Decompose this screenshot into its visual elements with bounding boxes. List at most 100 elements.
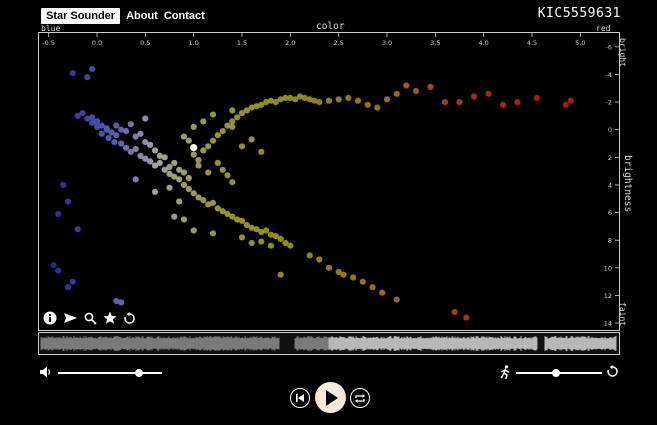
reset-icon[interactable]: [123, 311, 136, 325]
star-point: [427, 83, 434, 90]
star-point: [89, 114, 96, 121]
zoom-icon[interactable]: [84, 312, 97, 325]
volume-icon[interactable]: [40, 366, 52, 378]
star-point: [393, 90, 400, 97]
star-point: [282, 239, 289, 247]
loop-button[interactable]: [350, 388, 370, 408]
star-point: [364, 101, 371, 108]
star-point: [69, 70, 76, 77]
info-icon[interactable]: [43, 311, 57, 325]
speed-slider-knob[interactable]: [552, 369, 561, 377]
brand-link[interactable]: Star Sounder: [41, 8, 121, 24]
speed-reset-icon[interactable]: [606, 365, 619, 378]
star-point: [263, 99, 270, 106]
x-tick-label: 4.5: [527, 39, 537, 47]
star-point: [325, 264, 333, 271]
star-point: [567, 97, 574, 104]
star-point: [195, 162, 202, 169]
star-point: [190, 227, 197, 234]
star-point: [151, 188, 159, 195]
star-point: [171, 213, 178, 220]
star-point: [258, 101, 265, 108]
star-point: [258, 228, 265, 235]
data-points: [50, 65, 574, 321]
star-point: [253, 226, 260, 233]
star-point: [441, 99, 449, 106]
star-point: [214, 205, 221, 212]
star-point: [234, 114, 241, 121]
star-point: [93, 118, 101, 125]
previous-button[interactable]: [290, 388, 310, 408]
x-tick-label: 4.0: [478, 39, 488, 47]
scatter-chart[interactable]: -0.5 0.0 0.5 1.0 1.5 2.0 2.5 3.0 3.5 4.0 4.5 5.0 -6…: [39, 33, 619, 330]
star-point: [306, 96, 313, 103]
star-point: [113, 297, 120, 305]
star-point: [127, 121, 134, 128]
star-point: [93, 123, 101, 130]
star-point: [55, 210, 62, 218]
star-point: [403, 82, 410, 89]
y-axis-title: brightness: [622, 155, 633, 213]
x-tick-label: 3.5: [430, 39, 440, 47]
star-point: [190, 190, 197, 197]
star-point: [229, 213, 236, 220]
hr-diagram-plot[interactable]: -0.5 0.0 0.5 1.0 1.5 2.0 2.5 3.0 3.5 4.0 4.5 5.0 -6…: [38, 32, 620, 331]
star-point: [470, 93, 478, 100]
star-point: [287, 94, 294, 101]
y-tick-label: -4: [606, 71, 612, 79]
play-icon: [325, 389, 338, 406]
star-point: [456, 99, 463, 106]
star-point: [113, 122, 120, 129]
star-point: [369, 284, 376, 291]
star-point: [156, 152, 163, 159]
play-button[interactable]: [315, 382, 346, 413]
star-point: [238, 143, 246, 150]
y-tick-group: -6 -4 -2 0 2 4 6 8 10 12 14: [604, 43, 619, 328]
star-point: [258, 148, 265, 155]
star-point: [161, 166, 168, 173]
star-point: [84, 115, 91, 122]
star-point: [325, 97, 333, 104]
star-point: [374, 104, 381, 111]
star-icon[interactable]: [103, 311, 117, 325]
contact-link[interactable]: Contact: [163, 10, 205, 22]
star-point: [229, 123, 236, 130]
x-tick-label: 0.5: [140, 39, 150, 47]
star-point: [151, 147, 159, 154]
send-icon[interactable]: [63, 311, 78, 325]
x-tick-label: 3.0: [382, 39, 392, 47]
star-point: [195, 157, 202, 164]
star-point: [277, 271, 284, 278]
star-point: [219, 208, 226, 215]
star-point: [74, 226, 81, 233]
top-nav: Star Sounder About Contact: [41, 8, 205, 24]
star-point: [219, 128, 226, 135]
star-point: [118, 140, 125, 147]
star-point: [514, 99, 521, 106]
star-point: [335, 268, 342, 276]
star-point: [55, 267, 62, 274]
star-point: [533, 94, 540, 101]
light-curve-timeline[interactable]: [38, 332, 620, 355]
x-axis-right-label: red: [596, 24, 611, 33]
star-point: [132, 176, 139, 183]
star-point: [248, 239, 255, 247]
about-link[interactable]: About: [126, 10, 158, 22]
star-point: [282, 94, 289, 101]
star-point: [229, 179, 236, 186]
volume-slider-track[interactable]: [58, 372, 162, 374]
x-tick-label: -0.5: [42, 39, 55, 47]
x-tick-group: -0.5 0.0 0.5 1.0 1.5 2.0 2.5 3.0 3.5 4.0 4.5 5.0: [42, 33, 586, 47]
star-point: [122, 128, 130, 135]
star-point: [383, 96, 391, 103]
star-point: [200, 118, 207, 125]
star-point: [108, 129, 115, 136]
star-point: [258, 238, 265, 245]
star-point: [463, 314, 470, 321]
star-point: [89, 119, 96, 126]
star-point: [79, 110, 86, 117]
star-point: [243, 107, 250, 114]
star-point: [147, 158, 154, 165]
star-point: [171, 173, 178, 180]
volume-slider-knob[interactable]: [135, 369, 144, 377]
